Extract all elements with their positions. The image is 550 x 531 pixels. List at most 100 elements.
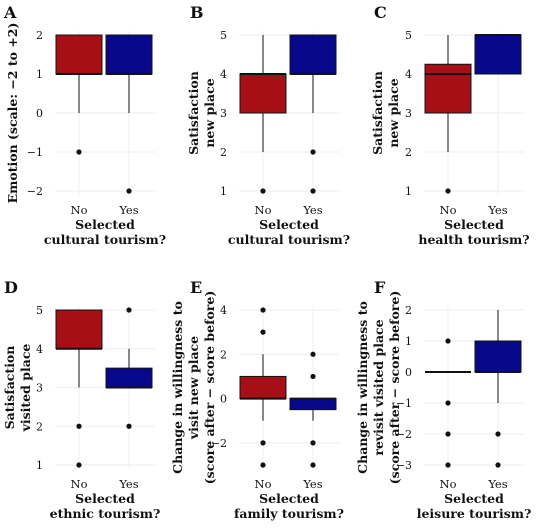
y-tick-label: 1 bbox=[220, 185, 227, 198]
y-axis-title: Emotion (scale: −2 to +2) bbox=[5, 23, 20, 204]
y-tick-label: 5 bbox=[220, 29, 227, 42]
y-tick-label: 2 bbox=[405, 146, 412, 159]
box-yes bbox=[105, 34, 153, 75]
box-yes bbox=[105, 367, 153, 388]
x-axis-title: Selected bbox=[259, 491, 319, 506]
x-axis-title: Selected bbox=[444, 217, 504, 232]
outlier-point bbox=[126, 307, 132, 313]
y-tick-label: 5 bbox=[405, 29, 412, 42]
outlier-point bbox=[76, 423, 82, 429]
x-axis-title: cultural tourism? bbox=[44, 232, 166, 247]
x-axis-title: family tourism? bbox=[234, 506, 344, 521]
y-axis-title: revisit visited place bbox=[371, 319, 386, 455]
x-tick-label: Yes bbox=[302, 477, 322, 491]
outlier-point bbox=[310, 462, 316, 468]
y-tick-label: 3 bbox=[405, 107, 412, 120]
x-axis-title: leisure tourism? bbox=[417, 506, 532, 521]
outlier-point bbox=[495, 462, 501, 468]
y-axis-title: Satisfaction bbox=[186, 71, 201, 155]
x-tick-label: Yes bbox=[118, 477, 138, 491]
y-axis-title: (score after − score before) bbox=[202, 291, 217, 485]
x-tick-label: No bbox=[440, 477, 457, 491]
box-yes bbox=[474, 340, 522, 373]
x-axis-title: Selected bbox=[75, 491, 135, 506]
outlier-point bbox=[310, 149, 316, 155]
box-no bbox=[55, 34, 103, 75]
y-tick-label: 1 bbox=[405, 185, 412, 198]
panel-label: F bbox=[374, 278, 386, 297]
y-axis-title: visited place bbox=[18, 344, 33, 433]
y-tick-label: 2 bbox=[220, 146, 227, 159]
y-tick-label: −2 bbox=[211, 437, 227, 450]
y-tick-label: 4 bbox=[220, 68, 227, 81]
x-axis-title: ethnic tourism? bbox=[50, 506, 161, 521]
y-tick-label: 3 bbox=[36, 382, 43, 395]
y-tick-label: −2 bbox=[396, 428, 412, 441]
y-tick-label: 4 bbox=[220, 304, 227, 317]
x-axis-title: Selected bbox=[444, 491, 504, 506]
outlier-point bbox=[445, 431, 451, 437]
y-tick-label: 4 bbox=[36, 343, 43, 356]
y-axis-title: Satisfaction bbox=[370, 71, 385, 155]
y-tick-label: 1 bbox=[405, 335, 412, 348]
outlier-point bbox=[310, 188, 316, 194]
outlier-point bbox=[445, 188, 451, 194]
y-tick-label: 2 bbox=[220, 348, 227, 361]
outlier-point bbox=[445, 462, 451, 468]
outlier-point bbox=[260, 462, 266, 468]
y-tick-label: 1 bbox=[36, 68, 43, 81]
y-axis-title: Change in willingness to bbox=[355, 301, 370, 474]
y-axis-title: (score after − score before) bbox=[387, 291, 402, 485]
box-no bbox=[239, 73, 287, 114]
x-tick-label: No bbox=[71, 477, 88, 491]
box-no bbox=[239, 375, 287, 400]
outlier-point bbox=[260, 188, 266, 194]
y-axis-title: visit new place bbox=[186, 336, 201, 440]
y-axis-title: new place bbox=[202, 78, 217, 147]
x-tick-label: Yes bbox=[118, 203, 138, 217]
x-tick-label: No bbox=[440, 203, 457, 217]
outlier-point bbox=[76, 462, 82, 468]
outlier-point bbox=[445, 400, 451, 406]
outlier-point bbox=[495, 431, 501, 437]
outlier-point bbox=[310, 351, 316, 357]
panel-label: D bbox=[4, 278, 18, 297]
y-tick-label: −2 bbox=[27, 185, 43, 198]
outlier-point bbox=[260, 440, 266, 446]
x-tick-label: Yes bbox=[302, 203, 322, 217]
y-tick-label: 1 bbox=[36, 459, 43, 472]
y-tick-label: 0 bbox=[36, 107, 43, 120]
panel-label: A bbox=[3, 3, 17, 22]
outlier-point bbox=[260, 307, 266, 313]
box-yes bbox=[289, 398, 337, 411]
box-yes bbox=[289, 34, 337, 75]
x-axis-title: Selected bbox=[75, 217, 135, 232]
box-yes bbox=[474, 34, 522, 75]
panel-label: B bbox=[190, 3, 204, 22]
y-tick-label: 5 bbox=[36, 304, 43, 317]
panel-label: E bbox=[190, 278, 202, 297]
y-axis-title: Satisfaction bbox=[2, 346, 17, 430]
outlier-point bbox=[445, 338, 451, 344]
box-no bbox=[55, 309, 103, 350]
y-tick-label: −1 bbox=[27, 146, 43, 159]
y-tick-label: 2 bbox=[405, 304, 412, 317]
y-tick-label: 0 bbox=[405, 366, 412, 379]
y-tick-label: 4 bbox=[405, 68, 412, 81]
x-axis-title: health tourism? bbox=[418, 232, 529, 247]
x-axis-title: cultural tourism? bbox=[228, 232, 350, 247]
outlier-point bbox=[310, 440, 316, 446]
y-tick-label: 2 bbox=[36, 29, 43, 42]
outlier-point bbox=[126, 423, 132, 429]
x-axis-title: Selected bbox=[259, 217, 319, 232]
y-tick-label: 0 bbox=[220, 393, 227, 406]
y-tick-label: 2 bbox=[36, 420, 43, 433]
x-tick-label: Yes bbox=[487, 477, 507, 491]
y-tick-label: 3 bbox=[220, 107, 227, 120]
